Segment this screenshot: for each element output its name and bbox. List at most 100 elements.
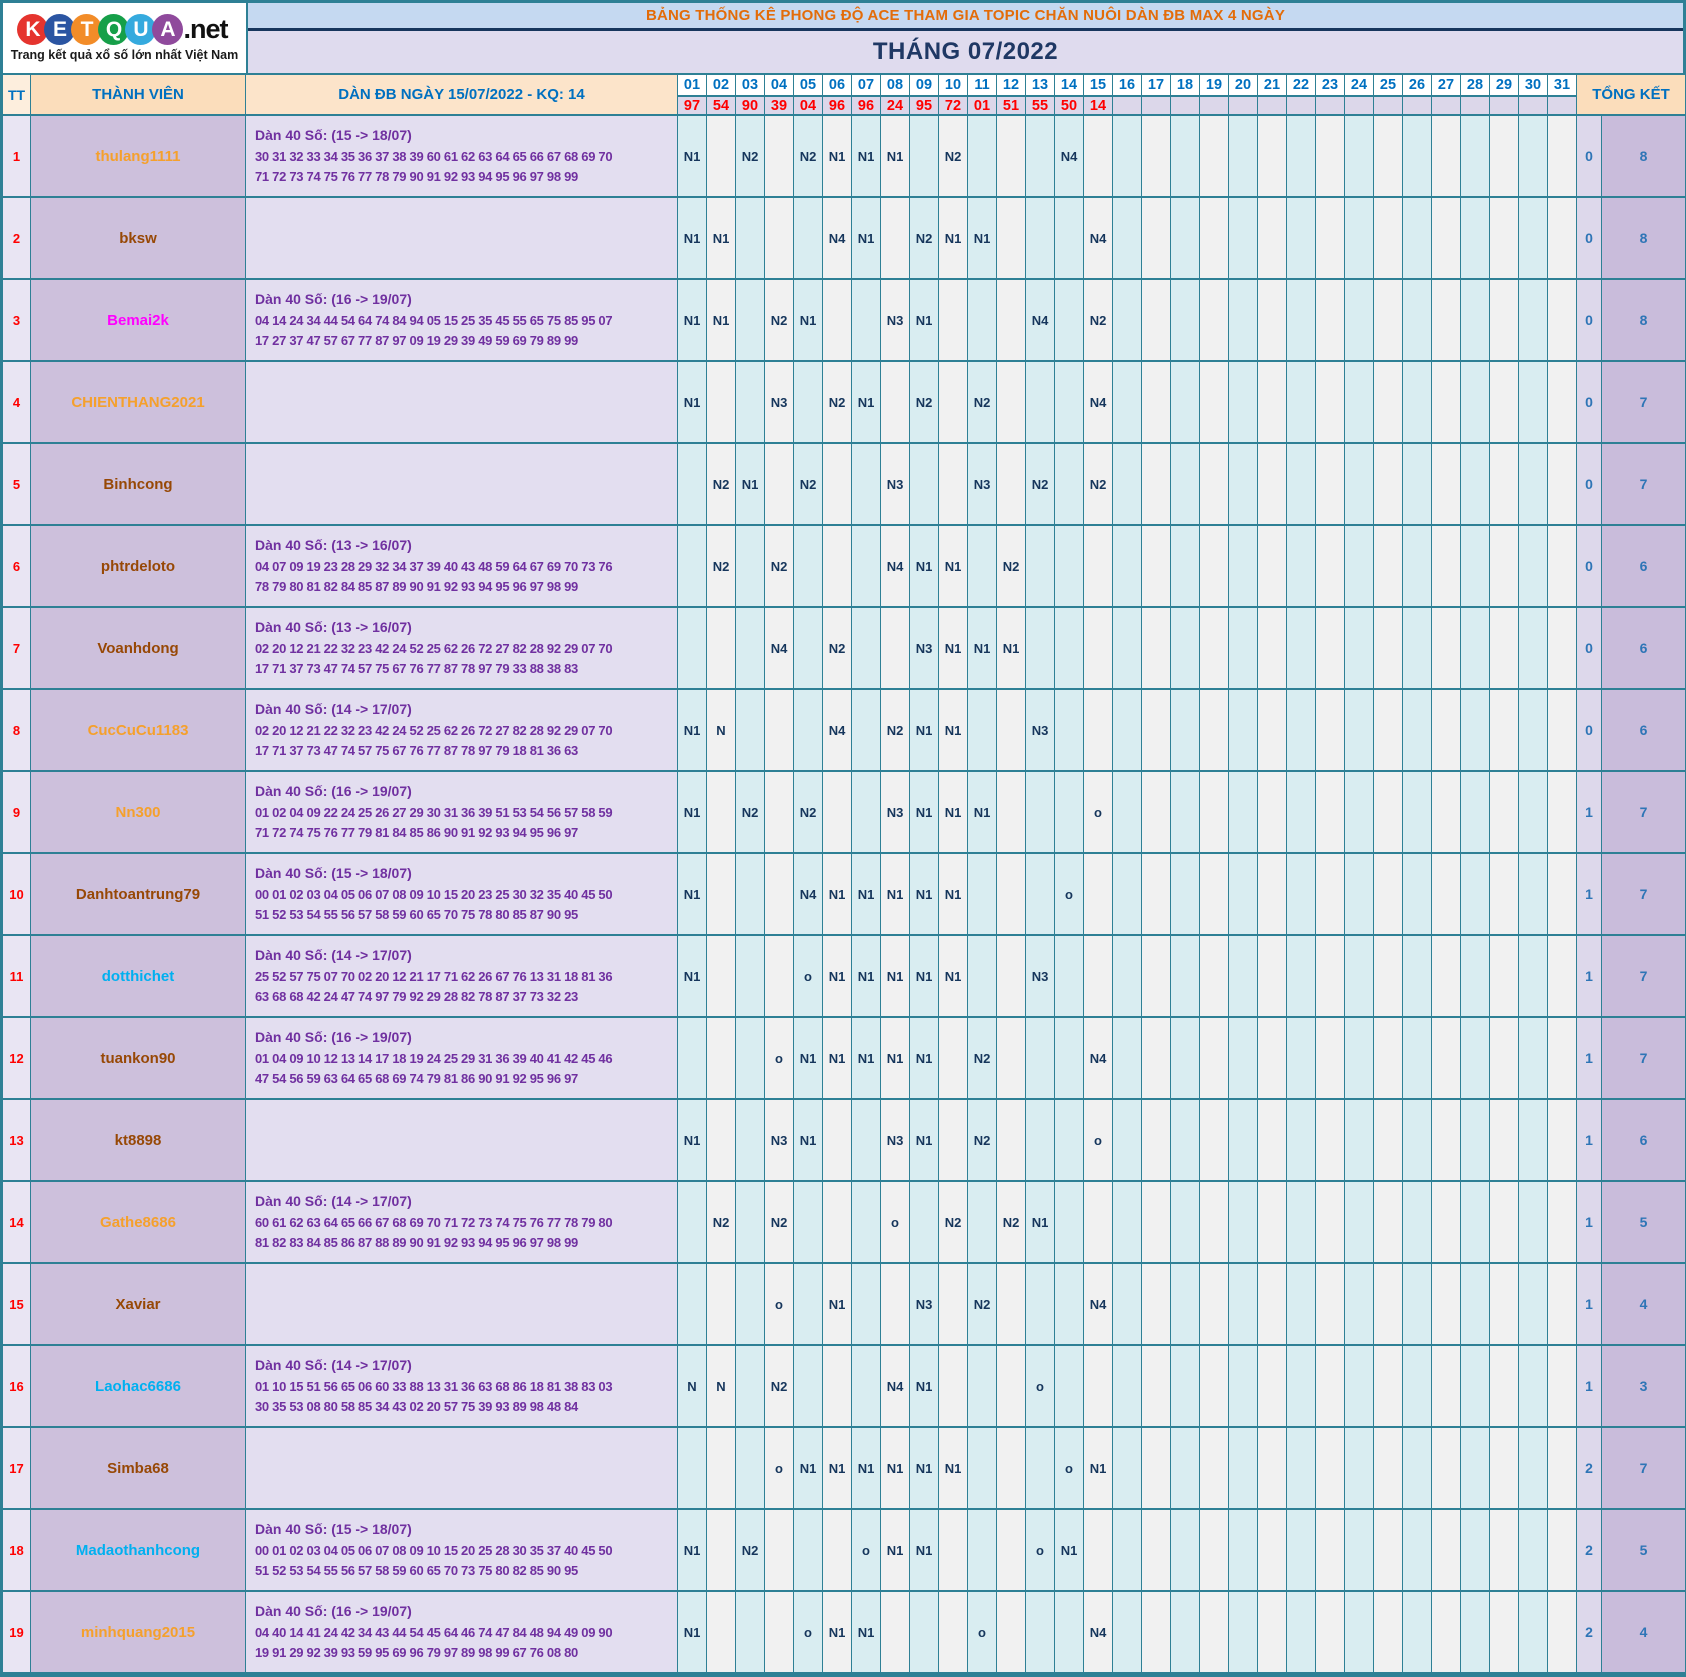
marker-cell: o (1084, 772, 1112, 852)
marker-cell: N4 (1084, 1592, 1112, 1672)
marker-cell: N1 (823, 1428, 851, 1508)
day-cell (1287, 280, 1315, 360)
day-result: 96 (852, 97, 880, 114)
dan-line1: 00 01 02 03 04 05 06 07 08 09 10 15 20 2… (255, 1542, 613, 1558)
day-header: 10 (939, 75, 967, 95)
day-cell (852, 280, 880, 360)
day-cell (1171, 608, 1199, 688)
day-cell (678, 1264, 706, 1344)
marker-cell: N1 (910, 1018, 938, 1098)
day-cell (1519, 854, 1547, 934)
day-cell (707, 608, 735, 688)
day-header: 31 (1548, 75, 1576, 95)
dan-numbers: Dàn 40 Số: (16 -> 19/07) 01 04 09 10 12 1… (246, 1018, 677, 1098)
day-cell (997, 1428, 1025, 1508)
day-header: 08 (881, 75, 909, 95)
day-cell (823, 444, 851, 524)
day-result (1171, 97, 1199, 114)
day-cell (1055, 1592, 1083, 1672)
day-cell (1490, 198, 1518, 278)
day-cell (1171, 1264, 1199, 1344)
day-cell (997, 854, 1025, 934)
day-cell (1258, 1428, 1286, 1508)
day-cell (765, 116, 793, 196)
row-number: 6 (3, 526, 30, 606)
day-cell (1026, 608, 1054, 688)
marker-cell: N1 (910, 1100, 938, 1180)
marker-cell: N1 (910, 936, 938, 1016)
marker-cell: N1 (678, 690, 706, 770)
marker-cell: N1 (997, 608, 1025, 688)
day-cell (1461, 444, 1489, 524)
row-number: 5 (3, 444, 30, 524)
day-cell (997, 690, 1025, 770)
day-cell (1287, 198, 1315, 278)
day-cell (1548, 772, 1576, 852)
day-cell (1403, 280, 1431, 360)
marker-cell: N1 (1055, 1510, 1083, 1590)
day-result: 97 (678, 97, 706, 114)
day-cell (1171, 526, 1199, 606)
marker-cell: N1 (678, 280, 706, 360)
dan-label: Dàn 40 Số: (16 -> 19/07) (255, 1603, 412, 1620)
day-header: 14 (1055, 75, 1083, 95)
dan-line1: 02 20 12 21 22 32 23 42 24 52 25 62 26 7… (255, 722, 613, 738)
total-count: 6 (1602, 526, 1685, 606)
day-cell (1374, 936, 1402, 1016)
marker-cell: o (1055, 854, 1083, 934)
day-cell (707, 362, 735, 442)
day-cell (736, 1018, 764, 1098)
day-header: 12 (997, 75, 1025, 95)
day-cell (1345, 198, 1373, 278)
day-cell (794, 690, 822, 770)
row-number: 11 (3, 936, 30, 1016)
total-special-wins: 1 (1577, 1018, 1601, 1098)
day-cell (1548, 1100, 1576, 1180)
marker-cell: N4 (1084, 362, 1112, 442)
day-cell (939, 280, 967, 360)
day-cell (1084, 526, 1112, 606)
dan-numbers: Dàn 40 Số: (16 -> 19/07) 04 40 14 41 24 4… (246, 1592, 677, 1672)
day-cell (1055, 280, 1083, 360)
day-cell (1374, 1346, 1402, 1426)
day-cell (1026, 854, 1054, 934)
day-cell (1258, 608, 1286, 688)
marker-cell: N4 (881, 526, 909, 606)
day-header: 23 (1316, 75, 1344, 95)
day-cell (736, 526, 764, 606)
dan-line2: 63 68 68 42 24 47 74 97 79 92 29 28 82 7… (255, 988, 578, 1004)
day-cell (1258, 444, 1286, 524)
day-cell (1374, 772, 1402, 852)
marker-cell: N1 (939, 1428, 967, 1508)
marker-cell: o (1055, 1428, 1083, 1508)
day-cell (1200, 1428, 1228, 1508)
dan-line2: 51 52 53 54 55 56 57 58 59 60 65 70 75 7… (255, 906, 578, 922)
column-header-dan: DÀN ĐB NGÀY 15/07/2022 - KQ: 14 (246, 75, 677, 114)
day-header: 04 (765, 75, 793, 95)
marker-cell: o (881, 1182, 909, 1262)
day-cell (1519, 280, 1547, 360)
day-result (1258, 97, 1286, 114)
marker-cell: N2 (968, 362, 996, 442)
day-cell (765, 690, 793, 770)
day-cell (823, 280, 851, 360)
row-number: 8 (3, 690, 30, 770)
marker-cell: N4 (823, 690, 851, 770)
marker-cell: N4 (794, 854, 822, 934)
row-number: 2 (3, 198, 30, 278)
day-cell (1403, 1182, 1431, 1262)
day-header: 11 (968, 75, 996, 95)
marker-cell: N1 (881, 116, 909, 196)
day-cell (1345, 690, 1373, 770)
dan-label: Dàn 40 Số: (16 -> 19/07) (255, 783, 412, 800)
dan-numbers: Dàn 40 Số: (14 -> 17/07) 02 20 12 21 22 3… (246, 690, 677, 770)
day-result (1142, 97, 1170, 114)
dan-numbers: Dàn 40 Số: (13 -> 16/07) 04 07 09 19 23 2… (246, 526, 677, 606)
marker-cell: N2 (794, 772, 822, 852)
day-cell (1403, 1346, 1431, 1426)
day-cell (852, 1346, 880, 1426)
day-cell (678, 608, 706, 688)
marker-cell: N4 (1084, 1018, 1112, 1098)
day-header: 15 (1084, 75, 1112, 95)
day-cell (823, 772, 851, 852)
